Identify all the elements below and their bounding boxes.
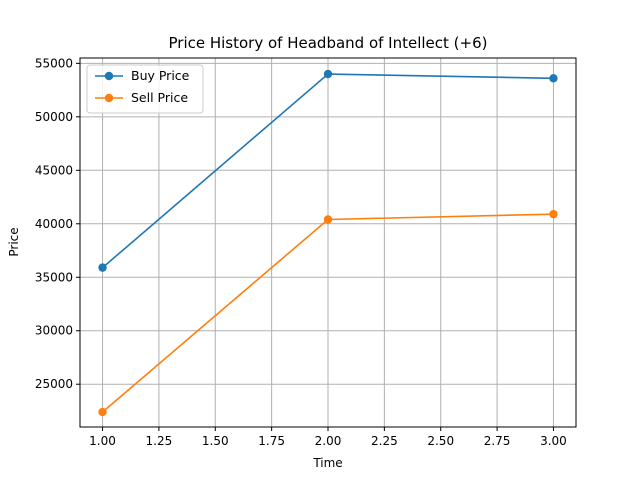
x-tick-label: 1.50 (202, 434, 229, 448)
data-point-buy-price (549, 74, 558, 83)
data-point-sell-price (323, 215, 333, 224)
legend-label-sell-price: Sell Price (131, 90, 188, 105)
data-point-buy-price (98, 263, 107, 272)
grid (80, 58, 576, 427)
data-point-sell-price (98, 407, 107, 417)
y-tick-label: 25000 (35, 377, 73, 391)
x-tick-label: 2.50 (427, 434, 454, 448)
y-tick-label: 35000 (35, 270, 73, 284)
y-tick-label: 30000 (35, 324, 73, 338)
series-layer (98, 69, 558, 417)
x-tick-label: 1.75 (258, 434, 285, 448)
x-tick-label: 2.00 (315, 434, 342, 448)
y-tick-label: 45000 (35, 163, 73, 177)
x-tick-label: 1.25 (146, 434, 173, 448)
y-tick-label: 50000 (35, 110, 73, 124)
ticks: 1.00 1.25 1.50 1.75 2.00 2.25 2.50 2.75 3.00 2500… (35, 56, 567, 448)
data-point-sell-price (549, 209, 558, 219)
legend: Buy Price Sell Price (86, 64, 204, 114)
y-tick-label: 40000 (35, 217, 73, 231)
y-axis-label: Price (7, 227, 21, 256)
data-point-buy-price (323, 69, 333, 79)
legend-label-buy-price: Buy Price (131, 68, 190, 83)
x-tick-label: 1.00 (89, 434, 116, 448)
y-tick-label: 55000 (35, 56, 73, 70)
x-tick-label: 3.00 (540, 434, 567, 448)
x-tick-label: 2.25 (371, 434, 398, 448)
x-axis-label: Time (312, 456, 342, 470)
legend-marker-buy-price (104, 71, 114, 81)
legend-marker-sell-price (104, 93, 114, 103)
x-tick-label: 2.75 (484, 434, 511, 448)
legend-box (86, 64, 204, 114)
chart-title: Price History of Headband of Intellect (… (169, 34, 488, 52)
